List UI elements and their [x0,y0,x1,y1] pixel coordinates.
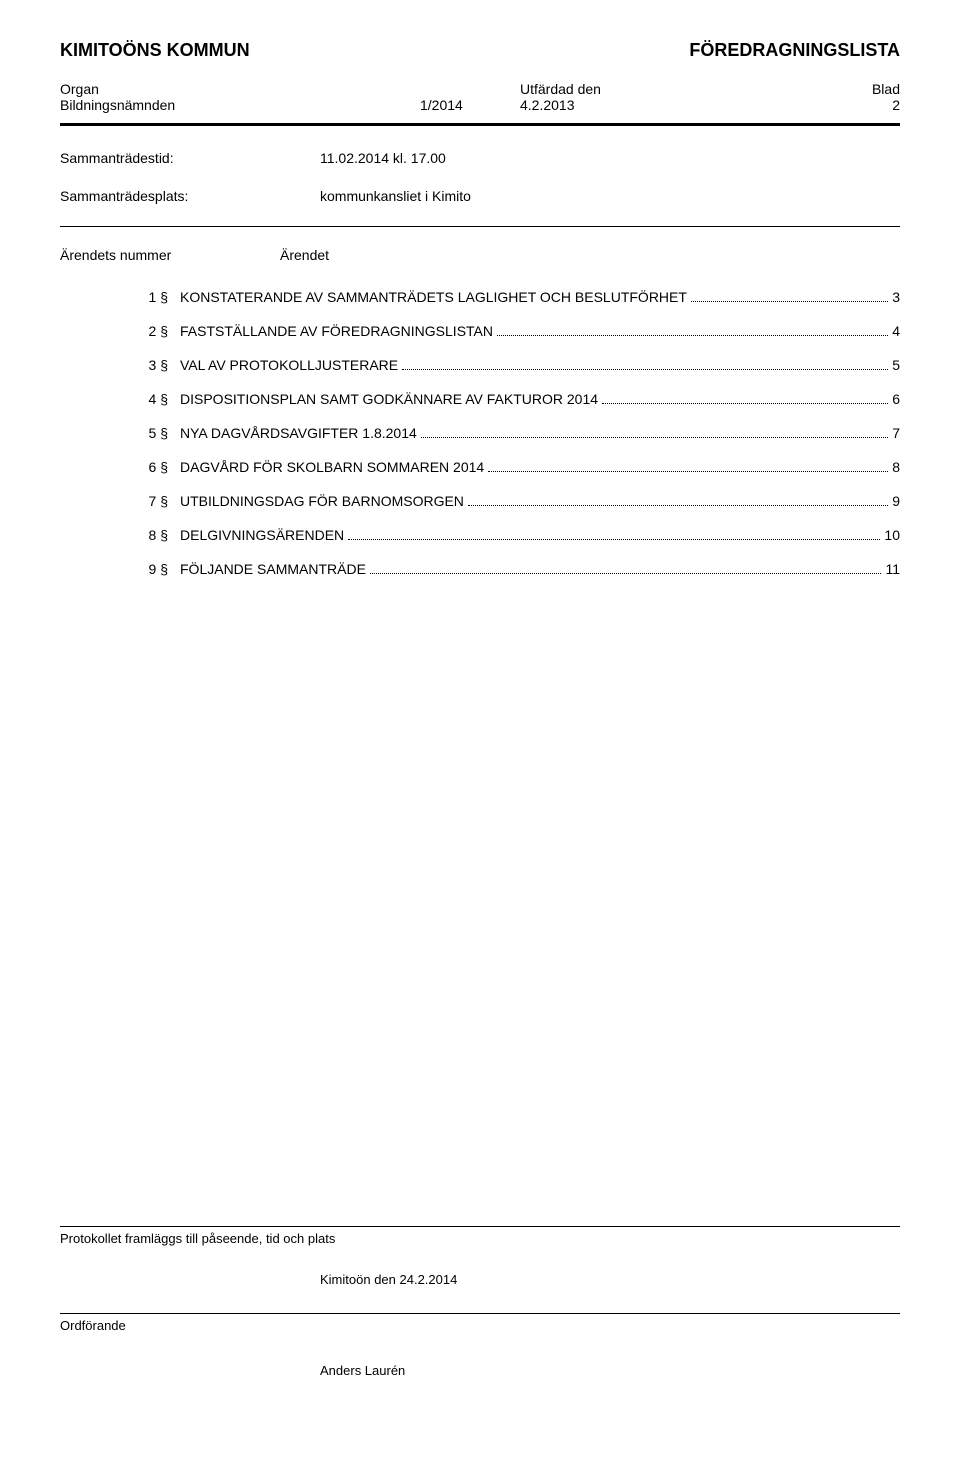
item-title: KONSTATERANDE AV SAMMANTRÄDETS LAGLIGHET… [180,289,687,305]
subheader: Organ Utfärdad den Blad Bildningsnämnden… [60,81,900,113]
item-page: 11 [885,561,900,577]
item-dots [370,573,882,574]
organ-value: Bildningsnämnden [60,97,420,113]
item-number: 2 § [60,323,180,339]
item-text: KONSTATERANDE AV SAMMANTRÄDETS LAGLIGHET… [180,289,900,305]
document-header: KIMITOÖNS KOMMUN FÖREDRAGNINGSLISTA [60,40,900,61]
item-page: 7 [892,425,900,441]
agenda-items-list: 1 §KONSTATERANDE AV SAMMANTRÄDETS LAGLIG… [60,289,900,577]
item-dots [497,335,888,336]
item-text: DISPOSITIONSPLAN SAMT GODKÄNNARE AV FAKT… [180,391,900,407]
item-number: 6 § [60,459,180,475]
agenda-item: 7 §UTBILDNINGSDAG FÖR BARNOMSORGEN 9 [60,493,900,509]
meeting-number: 1/2014 [420,97,520,113]
meeting-place-label: Sammanträdesplats: [60,188,320,204]
item-page: 8 [892,459,900,475]
divider-thin [60,226,900,227]
item-dots [691,301,888,302]
chairman-name: Anders Laurén [320,1363,900,1378]
agenda-col2-label: Ärendet [280,247,329,263]
item-title: DAGVÅRD FÖR SKOLBARN SOMMAREN 2014 [180,459,484,475]
agenda-header: Ärendets nummer Ärendet [60,247,900,263]
agenda-item: 9 §FÖLJANDE SAMMANTRÄDE 11 [60,561,900,577]
item-dots [421,437,888,438]
item-title: FASTSTÄLLANDE AV FÖREDRAGNINGSLISTAN [180,323,493,339]
item-dots [402,369,888,370]
meeting-time-label: Sammanträdestid: [60,150,320,166]
item-title: UTBILDNINGSDAG FÖR BARNOMSORGEN [180,493,464,509]
item-text: UTBILDNINGSDAG FÖR BARNOMSORGEN 9 [180,493,900,509]
footer-divider [60,1226,900,1227]
item-page: 3 [892,289,900,305]
blad-label: Blad [820,81,900,97]
agenda-item: 1 §KONSTATERANDE AV SAMMANTRÄDETS LAGLIG… [60,289,900,305]
agenda-item: 5 §NYA DAGVÅRDSAVGIFTER 1.8.2014 7 [60,425,900,441]
item-text: FÖLJANDE SAMMANTRÄDE 11 [180,561,900,577]
footer: Protokollet framläggs till påseende, tid… [60,1226,900,1404]
item-number: 8 § [60,527,180,543]
footer-divider-2 [60,1313,900,1314]
item-text: DAGVÅRD FÖR SKOLBARN SOMMAREN 2014 8 [180,459,900,475]
item-page: 6 [892,391,900,407]
protocol-value: Kimitoön den 24.2.2014 [320,1272,900,1287]
item-number: 4 § [60,391,180,407]
date-value: 4.2.2013 [520,97,820,113]
item-title: FÖLJANDE SAMMANTRÄDE [180,561,366,577]
item-title: NYA DAGVÅRDSAVGIFTER 1.8.2014 [180,425,417,441]
meeting-info: Sammanträdestid: 11.02.2014 kl. 17.00 Sa… [60,150,900,204]
item-dots [602,403,888,404]
date-label: Utfärdad den [520,81,820,97]
item-page: 4 [892,323,900,339]
item-title: VAL AV PROTOKOLLJUSTERARE [180,357,398,373]
blad-value: 2 [820,97,900,113]
item-dots [468,505,888,506]
agenda-item: 2 §FASTSTÄLLANDE AV FÖREDRAGNINGSLISTAN 4 [60,323,900,339]
item-dots [488,471,888,472]
item-number: 7 § [60,493,180,509]
organ-label: Organ [60,81,420,97]
agenda-item: 4 §DISPOSITIONSPLAN SAMT GODKÄNNARE AV F… [60,391,900,407]
chairman-label: Ordförande [60,1318,900,1333]
item-page: 5 [892,357,900,373]
divider-thick [60,123,900,126]
item-page: 9 [892,493,900,509]
item-title: DISPOSITIONSPLAN SAMT GODKÄNNARE AV FAKT… [180,391,598,407]
protocol-label: Protokollet framläggs till påseende, tid… [60,1231,900,1246]
item-text: NYA DAGVÅRDSAVGIFTER 1.8.2014 7 [180,425,900,441]
meeting-place-value: kommunkansliet i Kimito [320,188,900,204]
item-number: 5 § [60,425,180,441]
item-text: FASTSTÄLLANDE AV FÖREDRAGNINGSLISTAN 4 [180,323,900,339]
agenda-item: 3 §VAL AV PROTOKOLLJUSTERARE 5 [60,357,900,373]
item-text: DELGIVNINGSÄRENDEN 10 [180,527,900,543]
agenda-item: 8 §DELGIVNINGSÄRENDEN 10 [60,527,900,543]
item-text: VAL AV PROTOKOLLJUSTERARE 5 [180,357,900,373]
item-number: 3 § [60,357,180,373]
item-number: 1 § [60,289,180,305]
item-page: 10 [884,527,900,543]
agenda-item: 6 §DAGVÅRD FÖR SKOLBARN SOMMAREN 2014 8 [60,459,900,475]
item-number: 9 § [60,561,180,577]
agenda-col1-label: Ärendets nummer [60,247,280,263]
document-type: FÖREDRAGNINGSLISTA [689,40,900,61]
municipality-name: KIMITOÖNS KOMMUN [60,40,250,61]
item-dots [348,539,880,540]
item-title: DELGIVNINGSÄRENDEN [180,527,344,543]
meeting-time-value: 11.02.2014 kl. 17.00 [320,150,900,166]
